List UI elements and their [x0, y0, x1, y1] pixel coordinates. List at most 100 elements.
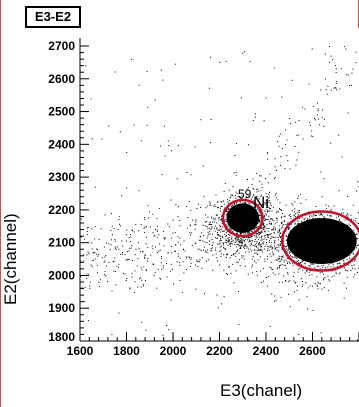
scatter-point — [222, 236, 224, 238]
scatter-point — [352, 68, 354, 70]
scatter-point — [355, 220, 357, 222]
scatter-point — [276, 250, 278, 252]
scatter-point — [89, 287, 91, 289]
scatter-point — [314, 267, 316, 269]
scatter-point — [114, 240, 116, 242]
scatter-point — [314, 282, 316, 284]
scatter-point — [161, 256, 162, 257]
scatter-point — [162, 267, 164, 269]
scatter-point — [179, 225, 181, 227]
scatter-point — [260, 246, 262, 248]
scatter-point — [354, 260, 356, 262]
scatter-point — [254, 205, 256, 207]
scatter-point — [126, 229, 128, 231]
scatter-point — [287, 249, 289, 251]
scatter-point — [277, 267, 278, 269]
scatter-point — [179, 264, 181, 266]
scatter-point — [341, 68, 343, 70]
scatter-point — [237, 249, 239, 251]
scatter-point — [91, 242, 93, 244]
scatter-point — [104, 271, 106, 273]
scatter-point — [280, 235, 282, 237]
scatter-point — [357, 267, 359, 269]
scatter-point — [110, 244, 112, 246]
scatter-point — [298, 218, 300, 220]
scatter-point — [228, 234, 230, 235]
scatter-point — [229, 257, 231, 259]
scatter-point — [217, 307, 219, 309]
scatter-point — [263, 214, 265, 216]
scatter-point — [355, 245, 357, 247]
scatter-point — [357, 339, 358, 341]
scatter-point — [275, 259, 277, 261]
scatter-point — [215, 194, 217, 196]
y-tick-label: 2400 — [48, 137, 75, 151]
scatter-point — [323, 178, 325, 180]
scatter-point — [162, 79, 164, 81]
scatter-point — [219, 62, 221, 63]
scatter-point — [114, 238, 116, 240]
scatter-point — [195, 221, 197, 223]
scatter-point — [97, 249, 99, 251]
scatter-point — [338, 273, 340, 275]
scatter-point — [302, 269, 304, 271]
scatter-point — [223, 269, 225, 271]
scatter-point — [288, 293, 289, 295]
annotation-label: Ni — [253, 193, 269, 212]
scatter-point — [318, 282, 320, 284]
scatter-point — [246, 245, 248, 247]
scatter-point — [240, 247, 242, 248]
scatter-point — [149, 211, 151, 213]
x-tick-label: 1800 — [113, 344, 140, 358]
scatter-point — [269, 208, 271, 209]
scatter-point — [98, 254, 100, 256]
scatter-point — [186, 256, 188, 258]
scatter-point — [272, 251, 274, 253]
scatter-point — [293, 280, 295, 282]
scatter-point — [255, 234, 257, 236]
scatter-point — [279, 233, 281, 234]
scatter-point — [162, 334, 164, 336]
scatter-point — [202, 165, 204, 167]
scatter-point — [80, 260, 82, 262]
scatter-point — [190, 265, 192, 267]
scatter-point — [225, 214, 227, 216]
scatter-point — [258, 198, 260, 200]
scatter-point — [329, 280, 331, 282]
scatter-point — [266, 214, 268, 216]
scatter-point — [141, 269, 143, 271]
scatter-point — [96, 253, 98, 255]
scatter-point — [165, 237, 167, 239]
scatter-point — [218, 230, 220, 231]
scatter-point — [287, 250, 289, 252]
scatter-point — [278, 211, 280, 213]
scatter-point — [354, 268, 356, 270]
scatter-point — [211, 216, 213, 218]
scatter-point — [304, 262, 306, 264]
scatter-point — [251, 239, 253, 241]
scatter-point — [230, 243, 232, 245]
scatter-point — [271, 222, 272, 224]
scatter-point — [353, 276, 355, 278]
scatter-point — [288, 261, 290, 263]
scatter-point — [239, 259, 240, 261]
scatter-point — [290, 223, 292, 225]
scatter-point — [357, 181, 359, 183]
scatter-point — [283, 220, 285, 222]
scatter-point — [238, 240, 240, 242]
scatter-point — [172, 219, 174, 221]
scatter-point — [238, 252, 240, 254]
scatter-point — [270, 223, 272, 225]
scatter-point — [215, 249, 216, 251]
y-tick-label: 2100 — [48, 236, 75, 250]
scatter-point — [137, 286, 139, 288]
scatter-point — [241, 243, 243, 244]
scatter-point — [241, 198, 243, 200]
scatter-point — [251, 243, 253, 245]
y-tick-label: 1900 — [48, 301, 75, 315]
scatter-point — [273, 232, 275, 234]
scatter-point — [215, 222, 217, 224]
scatter-point — [267, 153, 269, 155]
scatter-point — [248, 241, 250, 243]
scatter-point — [171, 268, 173, 270]
